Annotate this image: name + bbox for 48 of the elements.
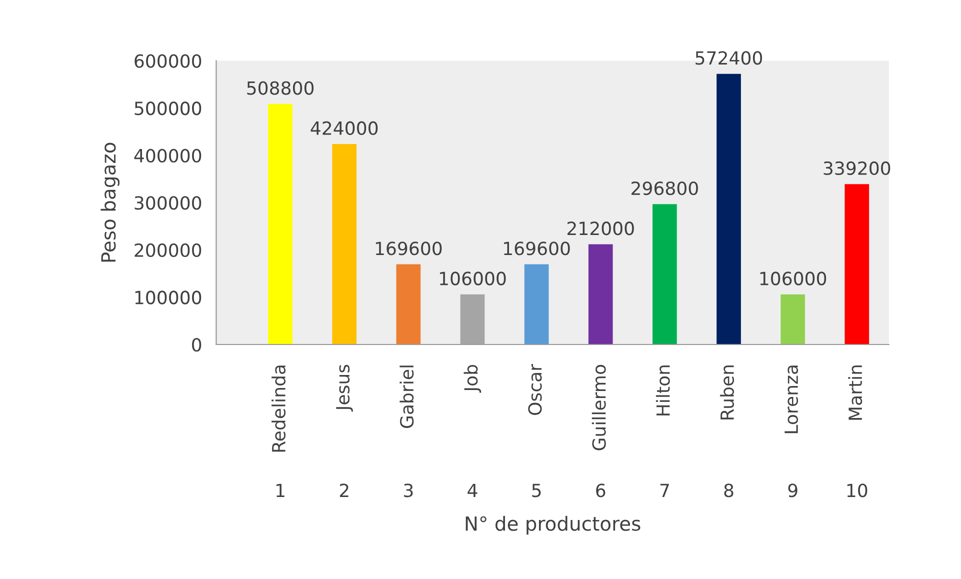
- y-tick-label: 400000: [134, 148, 202, 162]
- data-label: 169600: [376, 242, 442, 256]
- bar: [268, 104, 292, 345]
- text: 5: [532, 484, 541, 498]
- text: 8: [724, 484, 734, 498]
- data-label: 508800: [247, 81, 314, 95]
- x-tick-label: Martin: [848, 365, 862, 420]
- y-tick-label: 600000: [134, 54, 202, 68]
- text: 2: [340, 484, 348, 497]
- bar: [844, 184, 870, 345]
- x-tick-label: Lorenza: [784, 366, 798, 434]
- bar: [716, 74, 741, 345]
- bar: [524, 264, 549, 345]
- x-tick-label: Hilton: [656, 365, 670, 416]
- data-label: 212000: [567, 222, 634, 236]
- y-tick-label: 0: [192, 338, 202, 352]
- data-label: 106000: [440, 272, 506, 286]
- x-tick-label: Jesus: [336, 364, 353, 412]
- data-label: 572400: [696, 51, 762, 65]
- text: 4: [468, 484, 478, 497]
- y-tick-label: 200000: [134, 243, 202, 258]
- y-tick-label: 100000: [135, 290, 202, 304]
- x-tick-label: Gabriel: [400, 366, 414, 428]
- x-tick-label: Job: [464, 364, 482, 393]
- bar: [652, 204, 677, 345]
- bar: [780, 294, 805, 345]
- text: 9: [788, 484, 798, 498]
- data-label: 296800: [632, 181, 698, 196]
- x-tick-label: Ruben: [720, 365, 734, 420]
- y-tick-label: 300000: [134, 196, 202, 210]
- text: 3: [404, 484, 413, 498]
- data-label: 169600: [504, 242, 570, 256]
- bar: [332, 144, 357, 345]
- x-tick-label: Oscar: [528, 364, 542, 415]
- bar: [588, 244, 613, 345]
- text: 6: [596, 484, 606, 498]
- y-tick-label: 500000: [134, 102, 202, 116]
- data-label: 424000: [310, 121, 378, 135]
- data-label: 339200: [824, 161, 890, 176]
- x-tick-label: Redelinda: [272, 366, 286, 452]
- bar: [396, 264, 421, 345]
- x-tick-label: Guillermo: [592, 364, 606, 450]
- data-label: 106000: [760, 272, 826, 286]
- text: 10: [847, 484, 868, 498]
- y-axis-title: Peso bagazo: [100, 142, 120, 262]
- x-axis-title: N° de productores: [466, 516, 640, 535]
- text: 1: [276, 484, 284, 497]
- text: 7: [660, 484, 669, 497]
